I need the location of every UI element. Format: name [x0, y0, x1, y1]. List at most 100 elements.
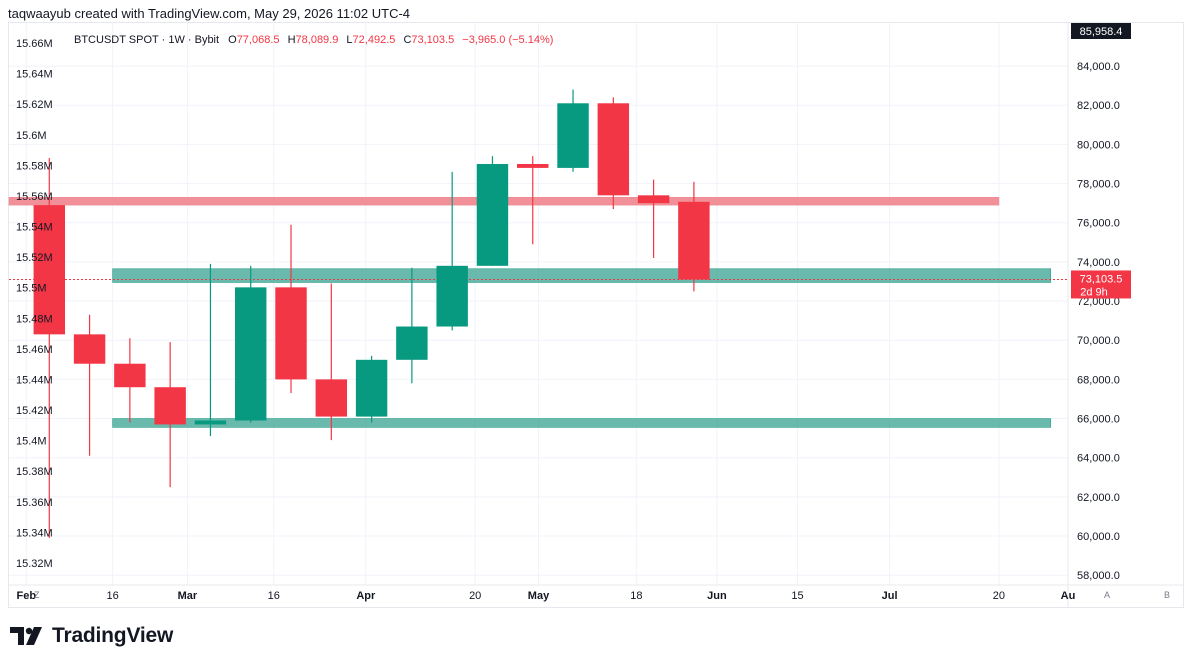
- candle: [597, 97, 630, 210]
- time-axis-tick: 16: [268, 590, 280, 602]
- time-axis-tick: Mar: [178, 590, 198, 602]
- right-axis-tick: 84,000.0: [1077, 61, 1120, 73]
- candle: [114, 338, 146, 423]
- candle-body: [476, 163, 509, 266]
- legend-o-label: O: [228, 34, 237, 46]
- candle: [315, 283, 348, 441]
- left-axis-tick: 15.64M: [16, 69, 53, 81]
- candle: [194, 263, 227, 437]
- legend-o-value: 77,068.5: [237, 34, 280, 46]
- auto-scale-button[interactable]: A: [1104, 590, 1111, 600]
- candle: [557, 89, 589, 172]
- left-axis-tick: 15.32M: [16, 558, 53, 570]
- time-axis-tick: 16: [106, 590, 118, 602]
- time-axis-tick: Jul: [882, 590, 898, 602]
- right-axis-tick: 78,000.0: [1077, 179, 1120, 191]
- candle-body: [154, 387, 186, 425]
- chart-byline: taqwaayub created with TradingView.com, …: [8, 6, 411, 21]
- candle: [235, 265, 267, 423]
- candle: [275, 224, 307, 394]
- left-axis-tick: 15.48M: [16, 313, 53, 325]
- right-axis-tick: 80,000.0: [1077, 139, 1120, 151]
- left-axis-tick: 15.46M: [16, 344, 53, 356]
- right-axis-tick: 58,000.0: [1077, 570, 1120, 582]
- candle-body: [557, 103, 589, 168]
- candle-body: [315, 379, 348, 417]
- candle-body: [114, 363, 146, 388]
- right-axis-tick: 74,000.0: [1077, 257, 1120, 269]
- candle: [476, 156, 509, 266]
- legend-l-value: 72,492.5: [353, 34, 396, 46]
- legend-change: −3,965.0 (−5.14%): [462, 34, 553, 46]
- left-axis-tick: 15.4M: [16, 436, 47, 448]
- left-axis-tick: 15.42M: [16, 405, 53, 417]
- right-axis-tick: 64,000.0: [1077, 453, 1120, 465]
- left-axis-tick: 15.56M: [16, 191, 53, 203]
- candle-body: [436, 265, 468, 327]
- legend-symbol: BTCUSDT SPOT · 1W · Bybit: [74, 34, 219, 46]
- tradingview-wordmark: TradingView: [52, 624, 174, 647]
- tradingview-logo-icon: [10, 627, 42, 645]
- candle: [33, 158, 66, 539]
- chart-frame: [8, 22, 1184, 608]
- left-axis-tick: 15.36M: [16, 497, 53, 509]
- support-zone: [112, 418, 1052, 428]
- legend-h-value: 78,089.9: [296, 34, 339, 46]
- time-axis-tick: Jun: [707, 590, 727, 602]
- time-axis-tick: Feb: [16, 590, 36, 602]
- candle: [436, 171, 468, 331]
- right-axis-labels: 84,000.0 82,000.0 80,000.0 78,000.0 76,000.0…: [1077, 61, 1120, 582]
- candle-body: [637, 195, 670, 204]
- right-axis-tick: 62,000.0: [1077, 492, 1120, 504]
- zoom-reset-button[interactable]: Z: [34, 590, 40, 600]
- time-axis-labels: Feb 16 Mar 16 Apr 20 May 18 Jun 15 Jul 20 Au: [16, 590, 1075, 602]
- candle-body: [73, 334, 106, 364]
- candle: [678, 181, 710, 292]
- time-axis-tick: 18: [630, 590, 642, 602]
- left-axis-tick: 15.38M: [16, 466, 53, 478]
- candle-body: [396, 326, 428, 360]
- grid-lines: [9, 23, 1068, 585]
- candle: [154, 342, 186, 488]
- last-price-tag: 73,103.5 2d 9h: [1071, 270, 1131, 299]
- left-axis-tick: 15.66M: [16, 38, 53, 50]
- log-scale-button[interactable]: B: [1164, 590, 1171, 600]
- candle-body: [355, 359, 388, 417]
- candles-layer: [33, 89, 710, 539]
- last-price-countdown: 2d 9h: [1080, 286, 1108, 298]
- right-axis-tick: 72,000.0: [1077, 296, 1120, 308]
- candle: [637, 179, 670, 258]
- right-axis-tick: 60,000.0: [1077, 531, 1120, 543]
- candle-body: [597, 103, 630, 196]
- symbol-legend: BTCUSDT SPOT · 1W · Bybit O77,068.5 H78,…: [74, 34, 553, 46]
- candle-body: [235, 287, 267, 421]
- left-axis-tick: 15.62M: [16, 99, 53, 111]
- top-price-tag: 85,958.4: [1071, 23, 1131, 39]
- legend-h-label: H: [288, 34, 296, 46]
- right-axis-tick: 76,000.0: [1077, 218, 1120, 230]
- time-axis-tick: Apr: [356, 590, 376, 602]
- time-axis-tick: 20: [469, 590, 481, 602]
- left-axis-tick: 15.6M: [16, 130, 47, 142]
- left-axis-tick: 15.5M: [16, 283, 47, 295]
- left-axis-tick: 15.34M: [16, 527, 53, 539]
- left-axis-tick: 15.44M: [16, 374, 53, 386]
- support-zone: [112, 268, 1052, 283]
- candle: [355, 355, 388, 423]
- candle-body: [517, 163, 549, 168]
- time-axis-tick: 20: [993, 590, 1005, 602]
- left-axis-tick: 15.52M: [16, 252, 53, 264]
- right-axis-tick: 66,000.0: [1077, 414, 1120, 426]
- candle-body: [194, 420, 227, 425]
- left-axis-tick: 15.58M: [16, 160, 53, 172]
- left-axis-tick: 15.54M: [16, 222, 53, 234]
- time-axis-tick: 15: [791, 590, 803, 602]
- legend-c-value: 73,103.5: [411, 34, 454, 46]
- right-axis-tick: 70,000.0: [1077, 335, 1120, 347]
- candle: [517, 156, 549, 245]
- time-axis-tick: May: [528, 590, 550, 602]
- last-price-tag-value: 73,103.5: [1080, 273, 1123, 285]
- candle-body: [678, 201, 710, 280]
- time-axis-tick: Au: [1061, 590, 1076, 602]
